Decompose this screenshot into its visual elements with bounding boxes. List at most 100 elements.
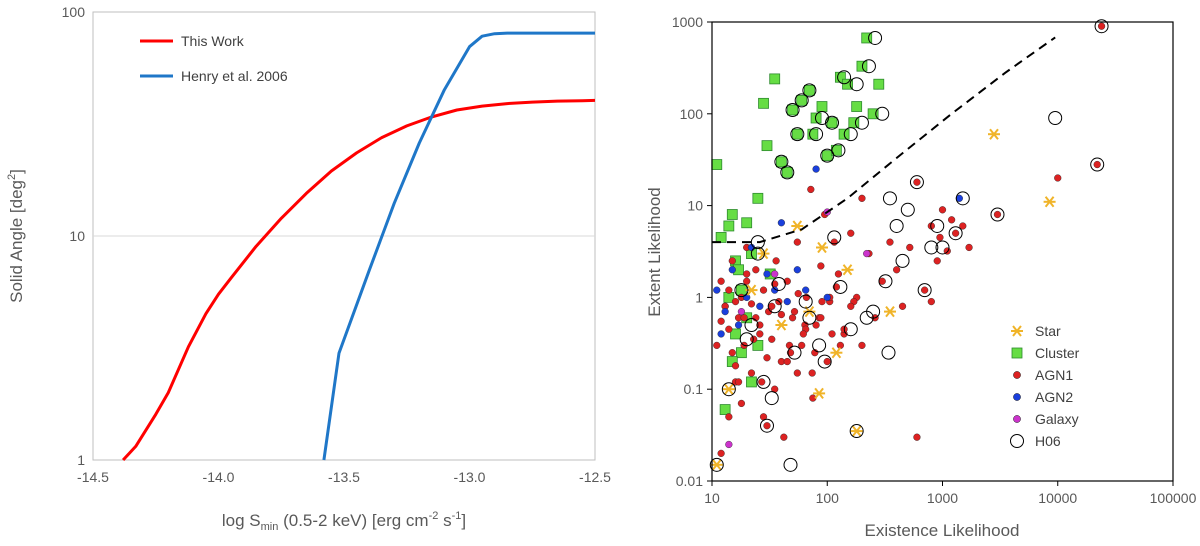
point-agn1	[752, 266, 760, 274]
point-cluster	[873, 78, 885, 90]
point-cluster	[752, 340, 764, 351]
point-star	[816, 241, 828, 254]
left-y-tick-label: 100	[62, 4, 86, 20]
point-h06	[750, 246, 765, 261]
point-agn1	[886, 238, 894, 246]
left-x-tick-label: -14.5	[77, 469, 109, 485]
point-agn1	[725, 325, 733, 333]
point-cluster	[791, 128, 803, 140]
point-agn2	[717, 330, 725, 338]
legend-label-henry: Henry et al. 2006	[181, 68, 288, 84]
point-agn1	[818, 298, 826, 306]
right-y-tick-label: 1000	[672, 14, 703, 30]
point-h06	[774, 154, 789, 169]
point-cluster	[796, 94, 808, 106]
right-y-axis-title: Extent Likelihood	[645, 187, 664, 316]
point-h06	[787, 345, 802, 360]
legend-label-agn1: AGN1	[1035, 367, 1073, 383]
left-y-tick-label: 10	[69, 228, 85, 244]
point-h06	[917, 283, 932, 298]
point-h06	[825, 115, 840, 130]
point-h06	[794, 93, 809, 108]
point-agn1	[993, 210, 1002, 219]
point-h06	[802, 310, 817, 325]
point-cluster	[746, 376, 757, 388]
point-h06	[739, 332, 754, 347]
left-x-tick-label: -14.0	[203, 469, 235, 485]
point-h06	[948, 226, 963, 241]
point-agn1	[768, 335, 776, 343]
point-h06	[868, 30, 883, 45]
point-agn1	[1097, 22, 1106, 30]
point-agn1	[952, 229, 960, 237]
point-agn1	[747, 300, 756, 308]
right-y-tick-label: 0.01	[676, 473, 703, 489]
point-star	[722, 383, 735, 395]
point-cluster	[723, 220, 735, 232]
point-agn1	[823, 357, 831, 366]
legend-cluster-icon	[1011, 347, 1023, 359]
point-agn1	[728, 349, 736, 357]
point-agn1	[772, 257, 780, 265]
point-h06	[859, 310, 874, 325]
right-x-axis-title: Existence Likelihood	[865, 521, 1020, 540]
point-h06	[889, 218, 904, 233]
right-axis-ticks	[707, 21, 1174, 486]
right-y-tick-label: 10	[687, 198, 703, 214]
point-cluster	[761, 140, 773, 152]
point-agn1	[858, 194, 866, 202]
point-star	[884, 305, 896, 318]
point-h06	[1048, 111, 1063, 126]
point-h06	[764, 391, 779, 406]
point-h06	[909, 175, 924, 190]
point-cluster	[769, 73, 781, 85]
point-galaxy	[725, 440, 733, 449]
point-agn1	[832, 283, 840, 291]
point-agn1	[808, 369, 816, 377]
point-agn1	[793, 369, 801, 377]
point-h06	[809, 127, 824, 142]
point-h06	[955, 191, 970, 206]
left-y-tick-label: 1	[77, 452, 85, 468]
left-series-lines	[121, 31, 596, 462]
point-h06	[843, 322, 858, 337]
point-h06	[721, 382, 736, 397]
point-star	[757, 247, 770, 260]
right-y-tick-label: 1	[695, 289, 703, 305]
point-cluster	[851, 101, 863, 112]
point-agn1	[847, 302, 855, 310]
point-h06	[849, 77, 864, 92]
point-agn1	[1093, 160, 1101, 169]
point-agn1	[927, 298, 935, 306]
point-agn1	[717, 317, 725, 325]
point-h06	[759, 418, 774, 433]
point-h06	[875, 106, 890, 121]
point-cluster	[861, 32, 873, 44]
point-agn1	[740, 314, 748, 322]
point-star	[710, 459, 723, 471]
point-agn1	[913, 433, 921, 441]
left-x-axis-title: log Smin (0.5-2 keV) [erg cm-2 s-1]	[222, 510, 466, 533]
point-cluster	[752, 192, 764, 204]
point-agn1	[858, 341, 866, 350]
point-h06	[882, 191, 897, 206]
point-h06	[1094, 19, 1109, 34]
point-h06	[771, 276, 786, 291]
point-agn1	[807, 185, 815, 194]
point-agn2	[793, 266, 801, 274]
point-star	[830, 347, 843, 359]
point-agn1	[785, 341, 794, 350]
point-cluster	[848, 117, 860, 129]
point-h06	[924, 240, 939, 255]
point-agn1	[793, 238, 801, 246]
point-agn1	[817, 314, 825, 322]
point-agn1	[893, 266, 901, 274]
point-h06	[814, 111, 829, 126]
point-agn1	[777, 310, 785, 319]
legend-label-this-work: This Work	[181, 33, 245, 49]
point-agn1	[758, 378, 766, 386]
point-agn1	[921, 286, 929, 294]
point-cluster	[736, 284, 747, 296]
point-h06	[861, 59, 876, 74]
point-cluster	[736, 347, 747, 359]
